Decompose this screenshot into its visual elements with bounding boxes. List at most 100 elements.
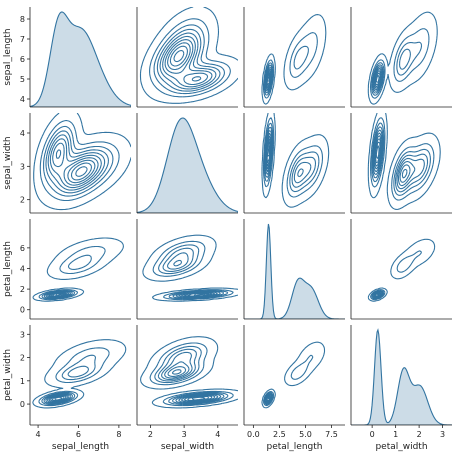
contour-level-10	[55, 293, 63, 297]
contour-level-7	[52, 142, 99, 186]
contour-level-1	[261, 14, 327, 105]
x-tick-label: 4	[215, 430, 220, 439]
x-tick-label: 1	[393, 430, 398, 439]
x-tick-label: 7.5	[325, 430, 338, 439]
panel-sepal_length-vs-petal_length	[243, 7, 345, 108]
contour-level-10	[376, 293, 380, 296]
contour-level-3	[371, 41, 423, 96]
contour-level-1	[367, 11, 438, 105]
y-tick-label: 0	[20, 306, 25, 315]
contour-level-2	[149, 18, 231, 98]
x-axis-label-sepal_length: sepal_length	[52, 442, 109, 452]
contour-level-1	[367, 113, 441, 210]
contour-level-3	[41, 354, 96, 406]
y-tick-label: 6	[20, 55, 25, 64]
contour-level-1	[142, 234, 238, 302]
contour-level-9	[51, 395, 65, 402]
contour-level-2	[262, 354, 314, 407]
panel-petal_width-vs-petal_width: 0 1 2 3 petal_width	[350, 325, 452, 452]
contour-level-3	[41, 254, 92, 300]
x-tick-label: 6	[76, 430, 81, 439]
y-tick-label: 2	[20, 196, 25, 205]
contour-level-10	[267, 396, 271, 400]
contour-level-5	[47, 134, 106, 191]
contour-level-1	[261, 341, 326, 409]
contour-level-10	[267, 145, 271, 157]
panel-sepal_width-vs-sepal_width	[136, 113, 238, 214]
x-tick-label: 2	[148, 430, 153, 439]
kde-sepal_width	[137, 117, 238, 213]
contour-level-1	[139, 7, 238, 104]
contour-level-4	[371, 48, 411, 94]
contour-level-1	[367, 238, 436, 302]
kde-petal_width	[351, 328, 452, 425]
y-tick-label: 8	[20, 15, 25, 24]
kde-petal_length	[244, 223, 345, 319]
contour-level-2	[369, 28, 430, 99]
contour-level-1	[261, 113, 330, 208]
x-axis-label-petal_width: petal_width	[375, 442, 427, 452]
contour-level-1	[32, 339, 127, 409]
contour-level-3	[153, 24, 225, 95]
contour-level-5	[159, 32, 217, 90]
contour-level-2	[38, 245, 106, 301]
y-tick-label: 4	[20, 95, 25, 104]
panel-petal_length-vs-sepal_length: 0 2 4 6 petal_length	[3, 219, 131, 320]
contour-level-10	[193, 293, 206, 297]
x-tick-label: 8	[116, 430, 121, 439]
x-tick-label: 5.0	[299, 430, 312, 439]
contour-level-9	[169, 45, 188, 67]
contour-level-3	[154, 345, 229, 406]
contour-level-2	[38, 347, 110, 407]
contour-level-9	[375, 72, 381, 86]
y-tick-label: 3	[20, 330, 25, 339]
contour-level-10	[75, 166, 88, 177]
x-tick-label: 2	[417, 430, 422, 439]
contour-level-2	[39, 120, 120, 202]
contour-level-4	[371, 126, 429, 193]
y-tick-label: 1	[20, 377, 25, 386]
panel-sepal_length-vs-sepal_length: 4 5 6 7 8 sepal_length	[3, 7, 131, 108]
contour-level-10	[266, 74, 271, 82]
x-tick-label: 2.5	[273, 430, 286, 439]
y-tick-label: 0	[20, 400, 25, 409]
contour-level-10	[375, 74, 380, 83]
contour-level-4	[45, 130, 109, 194]
contour-level-4	[156, 28, 221, 92]
contour-level-3	[371, 122, 431, 196]
contour-level-10	[173, 49, 185, 63]
contour-level-2	[149, 342, 234, 407]
y-tick-label: 2	[20, 354, 25, 363]
y-axis-label-petal_length: petal_length	[3, 241, 13, 297]
contour-level-1	[140, 336, 238, 409]
contour-level-1	[33, 113, 131, 211]
contour-level-2	[152, 240, 234, 301]
kde-sepal_length	[30, 11, 131, 107]
y-tick-label: 5	[20, 75, 25, 84]
y-tick-label: 6	[20, 244, 25, 253]
y-tick-label: 2	[20, 285, 25, 294]
contour-level-6	[49, 138, 102, 189]
contour-level-6	[162, 35, 213, 88]
contour-level-8	[55, 149, 96, 184]
contour-level-10	[375, 145, 380, 159]
panel-petal_length-vs-sepal_width	[136, 219, 238, 320]
y-axis-label-petal_width: petal_width	[3, 349, 13, 401]
x-tick-label: 3	[182, 430, 187, 439]
contour-level-9	[375, 141, 381, 164]
contour-level-10	[191, 396, 206, 401]
contour-level-9	[187, 395, 210, 402]
x-tick-label: 4	[36, 430, 41, 439]
contour-level-3	[43, 125, 114, 197]
panel-sepal_width-vs-petal_length	[243, 113, 345, 214]
contour-level-7	[164, 39, 209, 86]
panel-sepal_length-vs-sepal_width	[136, 7, 238, 108]
contour-level-2	[262, 32, 318, 99]
y-tick-label: 3	[20, 162, 25, 171]
y-tick-label: 4	[20, 264, 25, 273]
contour-level-2	[370, 117, 435, 201]
x-tick-label: 0	[370, 430, 375, 439]
panel-petal_width-vs-sepal_length: 4 6 8 sepal_length 0 1 2 3 petal_width	[3, 325, 131, 452]
